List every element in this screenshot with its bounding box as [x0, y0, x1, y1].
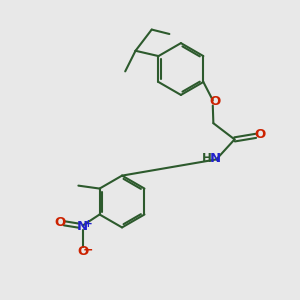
Text: O: O — [254, 128, 266, 142]
Text: N: N — [209, 152, 220, 165]
Text: −: − — [83, 244, 94, 257]
Text: N: N — [77, 220, 88, 233]
Text: +: + — [83, 220, 92, 230]
Text: O: O — [209, 94, 220, 108]
Text: H: H — [202, 152, 212, 165]
Text: O: O — [77, 245, 88, 258]
Text: O: O — [55, 216, 66, 229]
